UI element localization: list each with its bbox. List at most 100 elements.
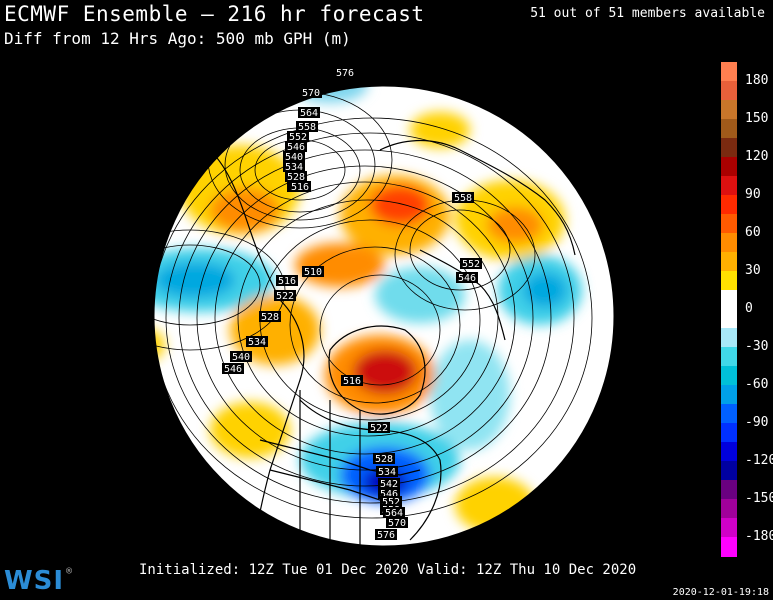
color-scale-swatch [721, 442, 737, 462]
height-label: 570 [386, 517, 408, 529]
anomaly-positive [210, 402, 290, 458]
coastlines [209, 140, 576, 545]
color-scale-label: 120 [745, 149, 769, 164]
anomaly-positive [410, 112, 470, 148]
svg-text:510: 510 [304, 267, 322, 278]
anomaly-positive [210, 188, 280, 232]
height-labels: 576 570 564 558 552 546 540 534 528 522 … [222, 67, 482, 541]
color-scale-label: 30 [745, 263, 761, 278]
color-scale-swatch [721, 328, 737, 348]
svg-text:546: 546 [380, 489, 398, 500]
wsi-logo: WSI [4, 566, 65, 596]
color-scale-swatch [721, 138, 737, 158]
color-scale-label: 0 [745, 301, 753, 316]
height-label: 528 [259, 311, 281, 323]
anomaly-positive [455, 477, 535, 533]
height-label: 558 [296, 121, 318, 133]
color-scale-label: 60 [745, 225, 761, 240]
color-scale-swatch [721, 385, 737, 405]
color-scale-swatch [721, 480, 737, 500]
color-scale-swatch [721, 461, 737, 481]
height-label: 516 [289, 181, 311, 193]
color-scale-label: -180 [745, 529, 773, 544]
height-label: 540 [230, 351, 252, 363]
height-label: 528 [285, 171, 307, 183]
svg-text:542: 542 [380, 479, 398, 490]
svg-text:576: 576 [336, 68, 354, 79]
svg-text:552: 552 [289, 132, 307, 143]
height-label: 576 [334, 67, 356, 79]
color-scale-swatch [721, 518, 737, 538]
color-scale-label: 90 [745, 187, 761, 202]
anomaly-positive [230, 295, 320, 365]
color-scale-swatch [721, 195, 737, 215]
color-scale-label: -120 [745, 453, 773, 468]
height-label: 564 [383, 507, 405, 519]
svg-text:534: 534 [248, 337, 266, 348]
height-label: 516 [341, 375, 363, 387]
color-scale-swatch [721, 119, 737, 139]
svg-text:528: 528 [287, 172, 305, 183]
svg-text:558: 558 [454, 193, 472, 204]
color-scale-swatch [721, 290, 737, 310]
registered-mark: ® [66, 566, 73, 577]
anomaly-positive [487, 207, 543, 243]
color-scale-swatch [721, 423, 737, 443]
height-label: 534 [283, 161, 305, 173]
svg-text:516: 516 [278, 276, 296, 287]
svg-text:576: 576 [377, 530, 395, 541]
svg-text:522: 522 [276, 291, 294, 302]
height-label: 534 [376, 466, 398, 478]
color-scale-swatch [721, 499, 737, 519]
svg-text:570: 570 [302, 88, 320, 99]
color-scale-swatch [721, 62, 737, 82]
height-contours [154, 91, 593, 519]
color-scale-label: -60 [745, 377, 769, 392]
color-scale-swatch [721, 537, 737, 557]
svg-text:528: 528 [261, 312, 279, 323]
height-label: 522 [274, 290, 296, 302]
height-label: 546 [222, 363, 244, 375]
color-scale-swatch [721, 233, 737, 253]
height-label: 528 [373, 453, 395, 465]
height-label: 564 [298, 107, 320, 119]
color-scale-label: 150 [745, 111, 769, 126]
height-label: 534 [246, 336, 268, 348]
anomaly-negative [523, 272, 567, 308]
anomaly-negative [375, 267, 465, 323]
svg-text:546: 546 [224, 364, 242, 375]
map-title: ECMWF Ensemble — 216 hr forecast [4, 2, 425, 26]
svg-text:516: 516 [291, 182, 309, 193]
svg-text:516: 516 [343, 376, 361, 387]
color-scale-label: -90 [745, 415, 769, 430]
height-label: 542 [378, 478, 400, 490]
svg-text:552: 552 [462, 259, 480, 270]
svg-text:564: 564 [385, 508, 403, 519]
color-scale-swatch [721, 157, 737, 177]
svg-text:540: 540 [232, 352, 250, 363]
height-label: 522 [368, 422, 390, 434]
height-label: 576 [375, 529, 397, 541]
svg-text:546: 546 [287, 142, 305, 153]
color-scale-swatch [721, 404, 737, 424]
height-label: 546 [378, 488, 400, 500]
height-label: 510 [302, 266, 324, 278]
svg-text:522: 522 [370, 423, 388, 434]
valid-time: Valid: 12Z Thu 10 Dec 2020 [417, 562, 637, 578]
height-label: 540 [283, 151, 305, 163]
anomaly-positive [295, 243, 385, 287]
svg-text:564: 564 [300, 108, 318, 119]
svg-text:558: 558 [298, 122, 316, 133]
color-scale-swatch [721, 271, 737, 291]
color-scale-swatch [721, 366, 737, 386]
svg-text:552: 552 [382, 497, 400, 508]
svg-text:534: 534 [378, 467, 396, 478]
height-label: 552 [460, 258, 482, 270]
svg-text:570: 570 [388, 518, 406, 529]
color-scale-swatch [721, 347, 737, 367]
color-scale [721, 62, 737, 557]
color-scale-swatch [721, 252, 737, 272]
svg-text:534: 534 [285, 162, 303, 173]
color-scale-label: 180 [745, 73, 769, 88]
color-scale-swatch [721, 81, 737, 101]
